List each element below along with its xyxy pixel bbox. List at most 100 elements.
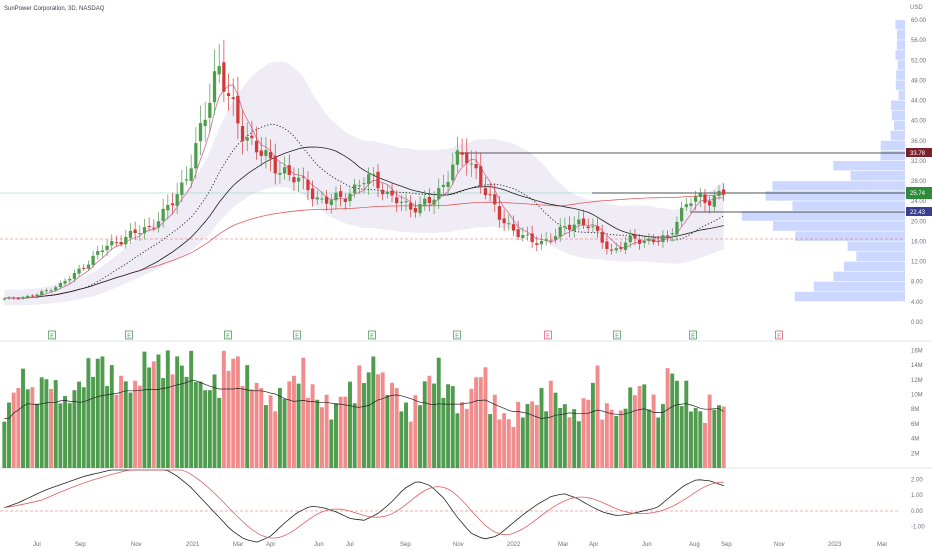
candle-body [175,194,179,206]
volume-bar [385,394,390,468]
candle-body [105,245,109,251]
price-tick-label: 24.00 [911,199,927,205]
volume-bar [567,417,572,468]
candle-body [12,297,16,299]
price-tick-label: 4.00 [911,300,923,306]
candle-body [605,241,609,249]
candle-body [656,240,660,242]
time-axis[interactable]: Jul Sep Nov 2021 Mar Apr Jun Jul Sep Nov 2022 Mar Ap… [33,542,887,548]
volume-bar [30,387,35,468]
candle-body [521,235,525,238]
candle-body [203,119,207,127]
price-axis[interactable]: 60.00 56.00 52.00 48.00 44.00 40.00 36.00 32.00… [911,18,927,326]
candle-body [665,235,670,237]
candle-body [273,155,277,174]
indicator-tick-label: 0.00 [911,509,923,515]
volume-bar [590,382,595,468]
volume-bar [399,411,404,468]
volume-tick-label: 4M [911,437,919,443]
volume-bar [679,406,684,468]
candle-body [72,273,77,279]
volume-profile [741,20,905,302]
candle-body [661,235,665,243]
candle-body [58,282,63,287]
candle-body [367,174,371,184]
candle-body [86,264,91,269]
volume-bar [693,407,698,468]
volume-bar [179,365,184,468]
volume-bar [21,368,25,468]
earnings-marker: E [48,330,56,340]
volume-bar [436,357,441,468]
candle-body [44,290,49,292]
candle-body [572,224,576,231]
time-tick-label: 2022 [507,542,521,548]
volume-bar [404,402,409,468]
earnings-marker: E [613,330,621,340]
volume-bar [319,407,324,468]
volume-tick-label: 10M [911,392,923,398]
volume-profile-bar [895,20,905,30]
candle-body [26,295,30,298]
volume-bar [544,411,549,468]
volume-bar [334,403,338,468]
candle-body [493,194,497,205]
volume-bar [366,372,371,468]
volume-bar [259,388,264,468]
candle-body [133,229,137,234]
volume-bar [427,375,432,468]
time-tick-label: Apr [266,542,275,548]
volume-bar [506,419,511,468]
volume-bar [502,413,507,468]
candle-body [156,221,161,228]
candle-body [609,249,614,251]
indicator-axis[interactable]: 2.00 1.00 0.00 -1.00 [911,477,925,530]
volume-bar [432,383,437,468]
earnings-marker: E [775,330,783,340]
candle-body [563,226,567,228]
candle-body [539,240,544,245]
candle-body [441,184,446,188]
volume-axis[interactable]: 16M 14M 12M 10M 8M 6M 4M 2M [911,348,923,457]
candle-body [54,287,58,291]
candle-body [324,196,329,204]
candle-body [259,150,263,156]
price-axis-background [900,0,932,550]
volume-bar [81,387,86,468]
time-tick-label: Sep [400,542,411,548]
volume-bar [558,407,563,468]
candle-body [63,280,67,284]
candle-body [689,203,693,206]
candle-body [30,295,34,297]
candle-body [708,201,712,206]
candle-body [427,196,432,204]
time-tick-label: Aug [689,542,700,548]
volume-bar [11,392,16,468]
candle-body [619,247,623,249]
volume-bar [16,388,21,468]
candle-body [591,226,595,228]
volume-bar [478,377,483,468]
volume-moving-average [4,380,724,419]
candle-body [222,62,226,92]
candle-body [296,177,301,182]
candle-body [698,193,702,198]
volume-bar [446,384,451,468]
volume-profile-bar [895,50,905,60]
candle-body [362,183,366,185]
candle-body [91,255,95,265]
candle-body [530,233,534,243]
price-tick-label: 32.00 [911,159,927,165]
volume-bar [362,383,366,468]
candle-body [124,236,128,245]
time-tick-label: Nov [453,542,464,548]
candle-body [423,198,427,205]
candle-body [595,226,600,231]
volume-profile-bar [765,191,905,201]
time-tick-label: Mar [558,542,568,548]
volume-bar [245,365,250,468]
volume-bar [44,379,49,468]
volume-bar [67,403,72,468]
